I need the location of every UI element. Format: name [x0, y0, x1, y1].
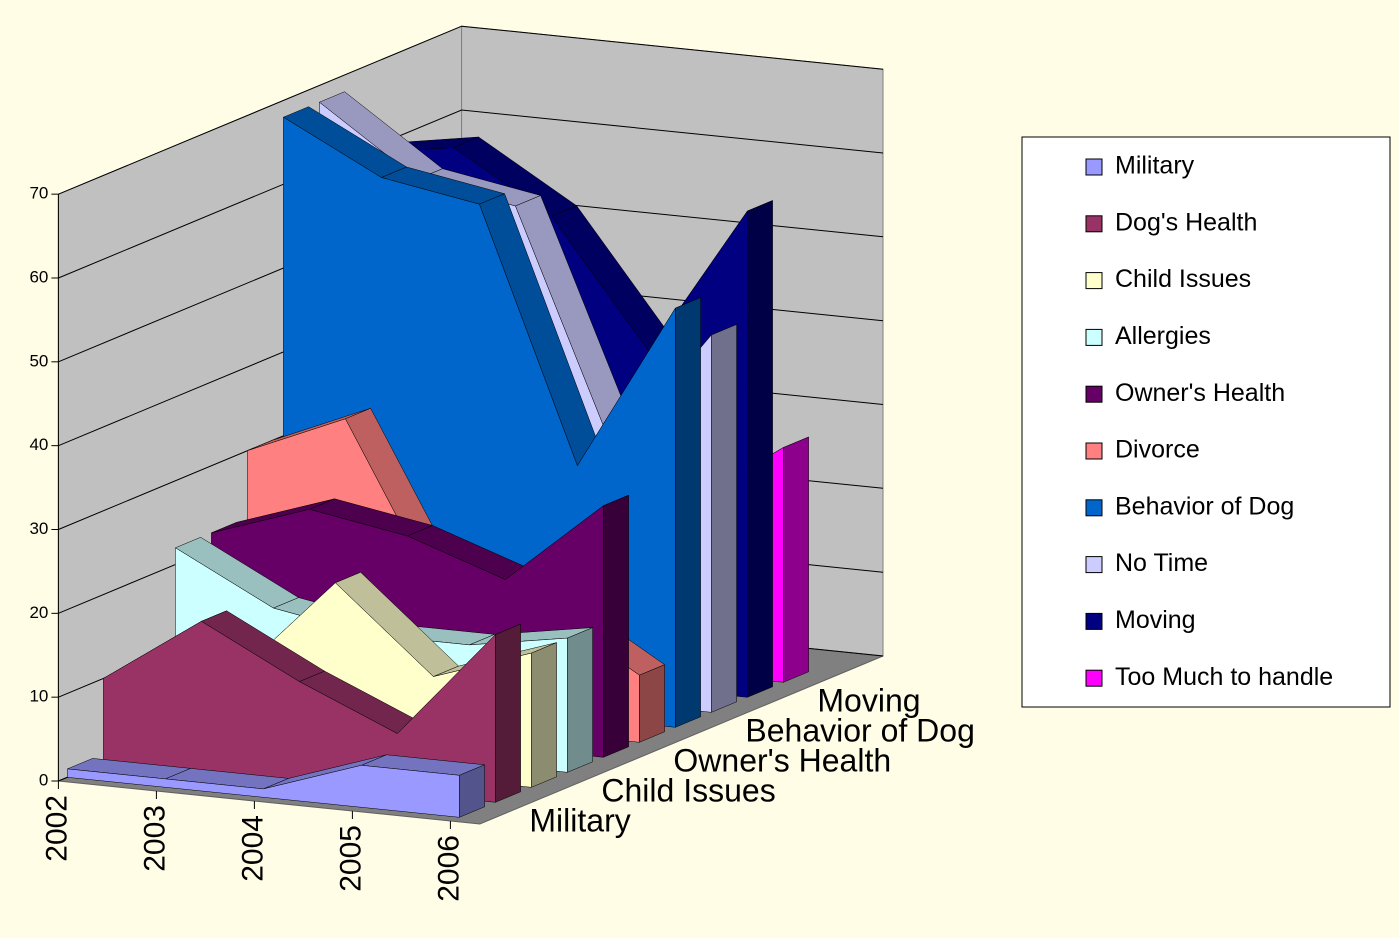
legend-swatch	[1086, 443, 1102, 459]
legend-label: Moving	[1115, 606, 1196, 634]
area-side	[783, 437, 808, 682]
legend-label: Owner's Health	[1115, 379, 1285, 407]
legend-swatch	[1086, 613, 1102, 629]
legend-swatch	[1086, 329, 1102, 345]
legend-label: No Time	[1115, 549, 1208, 577]
chart: 0 10 20 30 40 50 60 70 2002 2003 2004 2005 2006 Milit…	[0, 0, 1399, 938]
y-tick-label: 20	[29, 603, 48, 622]
y-tick-label: 30	[29, 519, 48, 538]
area-side	[675, 298, 700, 728]
area-side	[603, 495, 628, 757]
legend-label: Allergies	[1115, 322, 1211, 350]
area-side	[747, 201, 772, 698]
depth-label: Moving	[817, 682, 920, 718]
y-tick-label: 50	[29, 351, 48, 370]
y-tick-label: 70	[29, 184, 48, 203]
area-side	[567, 628, 592, 773]
legend-label: Dog's Health	[1115, 208, 1257, 236]
x-tick-label: 2002	[40, 795, 73, 862]
legend-swatch	[1086, 670, 1102, 686]
legend-label: Military	[1115, 152, 1195, 180]
y-tick-label: 0	[39, 770, 48, 789]
legend-swatch	[1086, 557, 1102, 573]
legend-label: Too Much to handle	[1115, 663, 1333, 691]
area-side	[531, 643, 556, 788]
legend-swatch	[1086, 273, 1102, 289]
area-side	[639, 665, 664, 743]
legend-swatch	[1086, 500, 1102, 516]
y-tick-label: 60	[29, 267, 48, 286]
x-tick-label: 2006	[432, 835, 465, 902]
legend-label: Behavior of Dog	[1115, 492, 1294, 520]
area-side	[711, 325, 736, 713]
area-side	[495, 624, 520, 802]
y-tick-label: 40	[29, 435, 48, 454]
y-tick-label: 10	[29, 687, 48, 706]
x-tick-label: 2005	[334, 825, 367, 892]
x-tick-label: 2003	[138, 805, 171, 872]
legend-swatch	[1086, 216, 1102, 232]
x-tick-label: 2004	[236, 815, 269, 882]
legend-swatch	[1086, 159, 1102, 175]
legend-swatch	[1086, 386, 1102, 402]
legend-label: Divorce	[1115, 436, 1200, 464]
legend-label: Child Issues	[1115, 265, 1251, 293]
